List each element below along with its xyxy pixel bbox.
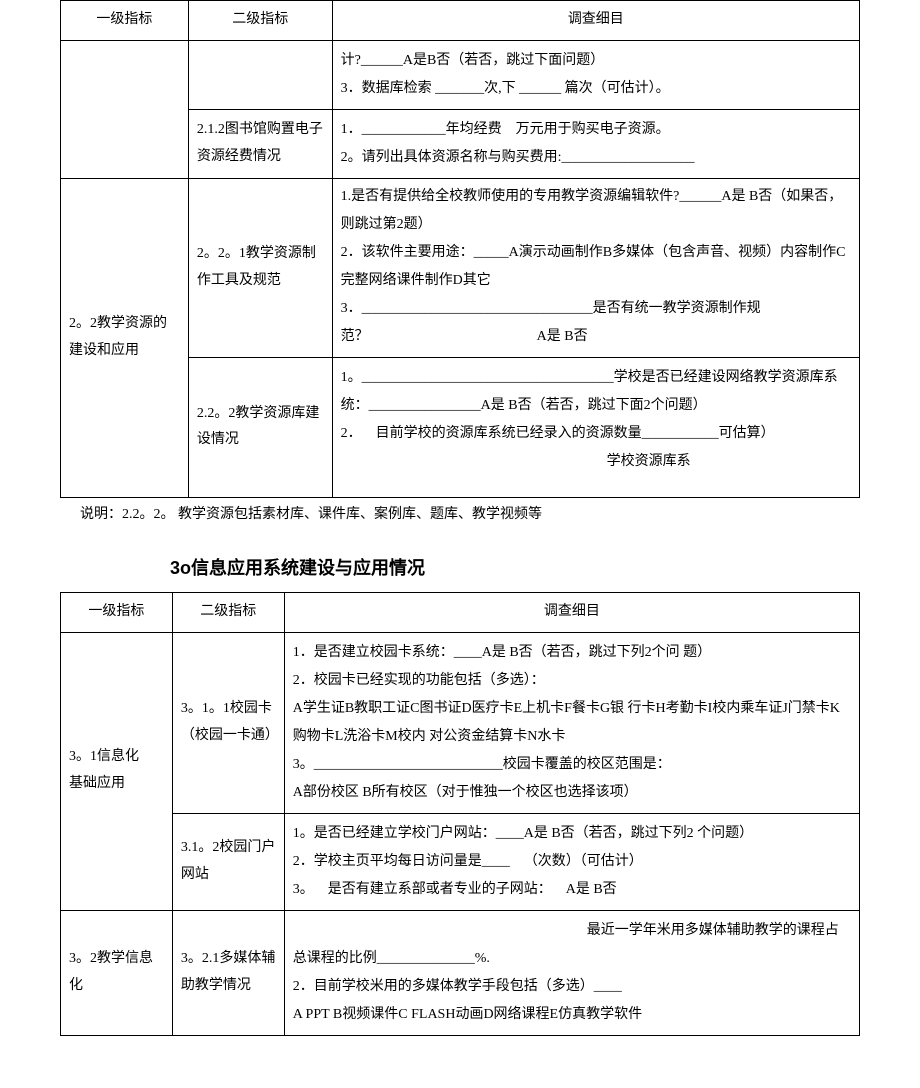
cell-level2: 2。2。1教学资源制作工具及规范 bbox=[188, 178, 332, 357]
table-row: 2。2教学资源的建设和应用 2。2。1教学资源制作工具及规范 1.是否有提供给全… bbox=[61, 178, 860, 357]
cell-detail: 1。是否已经建立学校门户网站：____A是 B否（若否，跳过下列2 个问题）2．… bbox=[284, 813, 859, 910]
cell-level1: 2。2教学资源的建设和应用 bbox=[61, 178, 189, 497]
cell-detail: 计?______A是B否（若否，跳过下面问题）3．数据库检索 _______次,… bbox=[332, 40, 859, 109]
header-level2: 二级指标 bbox=[188, 1, 332, 41]
table-row: 计?______A是B否（若否，跳过下面问题）3．数据库检索 _______次,… bbox=[61, 40, 860, 109]
table-note: 说明：2.2。2。 教学资源包括素材库、课件库、案例库、题库、教学视频等 bbox=[60, 498, 860, 546]
header-detail: 调查细目 bbox=[284, 592, 859, 632]
cell-level2: 3.1。2校园门户网站 bbox=[172, 813, 284, 910]
cell-detail: 1．____________年均经费 万元用于购买电子资源。2。请列出具体资源名… bbox=[332, 109, 859, 178]
cell-level1-empty bbox=[61, 40, 189, 178]
cell-level2: 3。2.1多媒体辅助教学情况 bbox=[172, 910, 284, 1035]
cell-detail: 最近一学年米用多媒体辅助教学的课程占总课程的比例______________%.… bbox=[284, 910, 859, 1035]
table-row: 3。1信息化 基础应用 3。1。1校园卡（校园一卡通） 1．是否建立校园卡系统：… bbox=[61, 632, 860, 813]
table-header-row: 一级指标 二级指标 调查细目 bbox=[61, 1, 860, 41]
survey-table-2: 一级指标 二级指标 调查细目 3。1信息化 基础应用 3。1。1校园卡（校园一卡… bbox=[60, 592, 860, 1036]
cell-level1: 3。1信息化 基础应用 bbox=[61, 632, 173, 910]
cell-level2: 2.2。2教学资源库建设情况 bbox=[188, 357, 332, 497]
table-header-row: 一级指标 二级指标 调查细目 bbox=[61, 592, 860, 632]
cell-detail: 1.是否有提供给全校教师使用的专用教学资源编辑软件?______A是 B否（如果… bbox=[332, 178, 859, 357]
header-level2: 二级指标 bbox=[172, 592, 284, 632]
survey-table-1: 一级指标 二级指标 调查细目 计?______A是B否（若否，跳过下面问题）3．… bbox=[60, 0, 860, 498]
header-level1: 一级指标 bbox=[61, 592, 173, 632]
cell-detail: 1．是否建立校园卡系统：____A是 B否（若否，跳过下列2个问 题）2．校园卡… bbox=[284, 632, 859, 813]
cell-level2: 2.1.2图书馆购置电子资源经费情况 bbox=[188, 109, 332, 178]
header-detail: 调查细目 bbox=[332, 1, 859, 41]
cell-level2: 3。1。1校园卡（校园一卡通） bbox=[172, 632, 284, 813]
section-title: 3o信息应用系统建设与应用情况 bbox=[60, 546, 860, 592]
cell-detail: 1。____________________________________学校… bbox=[332, 357, 859, 497]
cell-level2 bbox=[188, 40, 332, 109]
header-level1: 一级指标 bbox=[61, 1, 189, 41]
table-row: 3.1。2校园门户网站 1。是否已经建立学校门户网站：____A是 B否（若否，… bbox=[61, 813, 860, 910]
table-row: 3。2教学信息化 3。2.1多媒体辅助教学情况 最近一学年米用多媒体辅助教学的课… bbox=[61, 910, 860, 1035]
cell-level1: 3。2教学信息化 bbox=[61, 910, 173, 1035]
